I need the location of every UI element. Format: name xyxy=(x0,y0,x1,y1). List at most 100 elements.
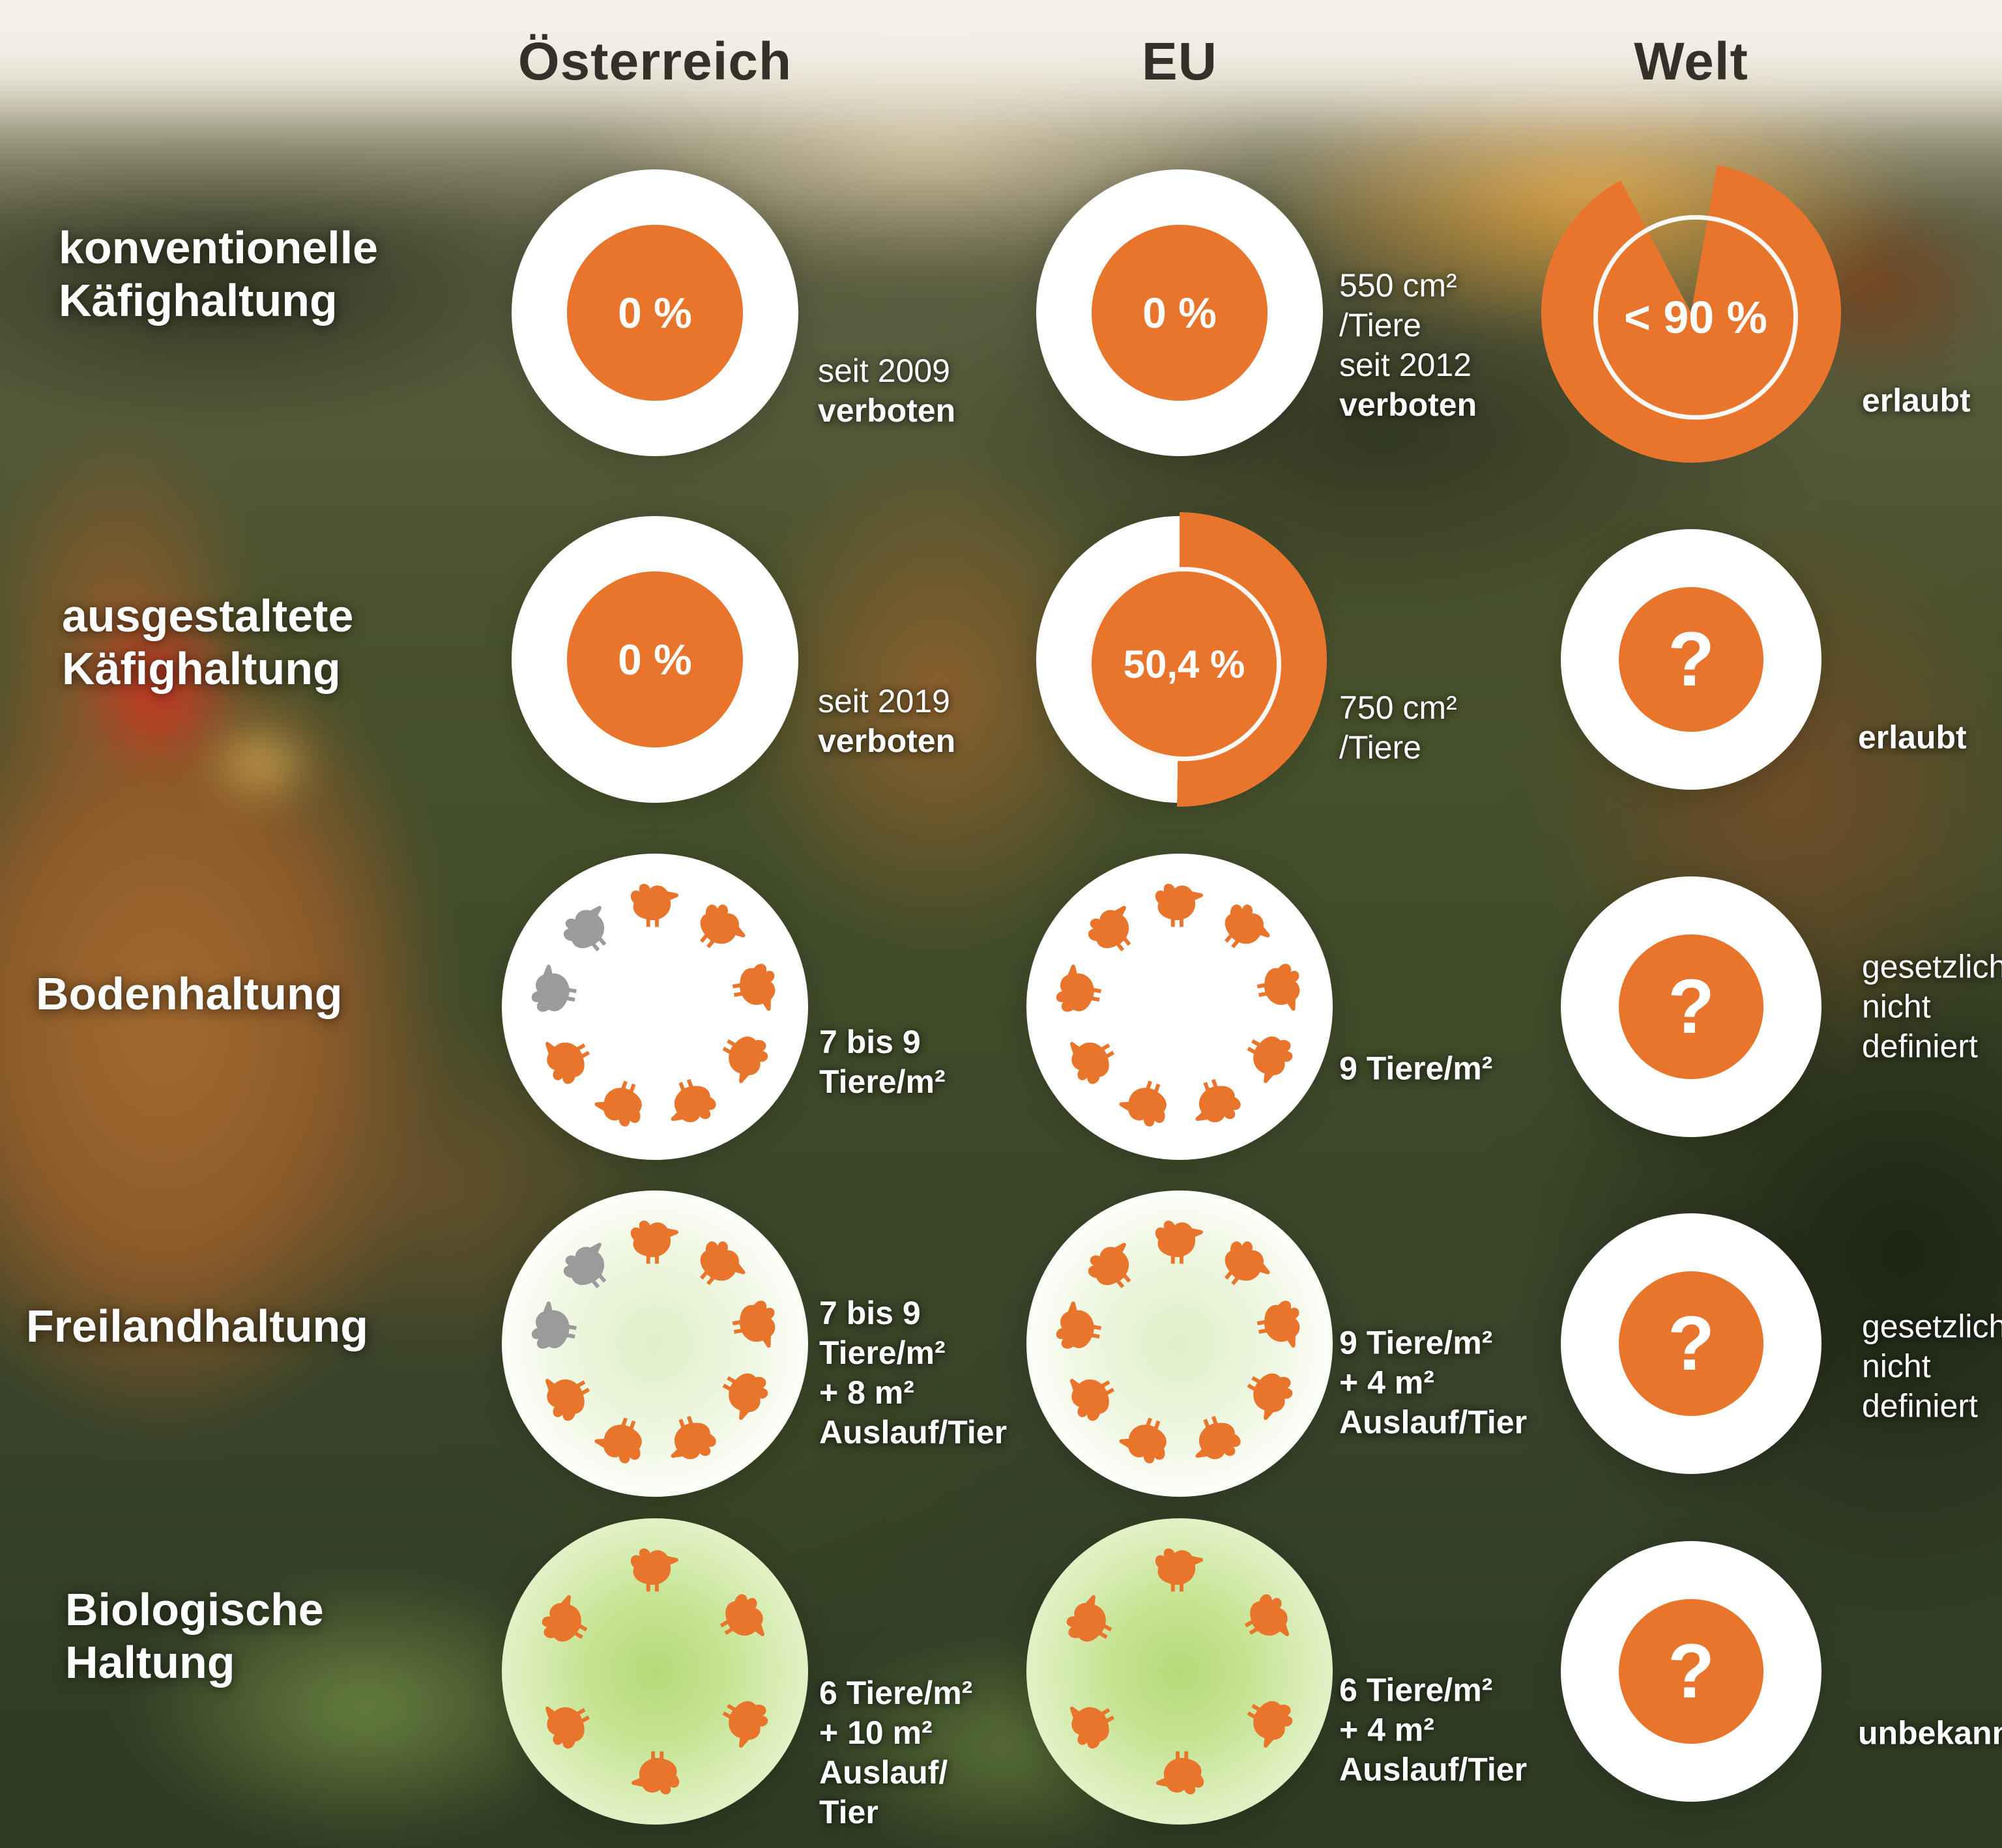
cell-caption: unbekannt xyxy=(1858,1714,2002,1754)
hen-icon xyxy=(527,1015,611,1098)
row-label-line: ausgestaltete xyxy=(62,590,354,641)
hen-icon xyxy=(527,1351,611,1435)
hen-icon xyxy=(699,1015,782,1098)
row-label-0: konventionelle Käfighaltung xyxy=(59,222,378,327)
caption-line: 550 cm² xyxy=(1339,267,1457,304)
chicken-ring-circle xyxy=(1026,1518,1333,1825)
hen-icon xyxy=(1107,1398,1185,1476)
row-label-line: Käfighaltung xyxy=(59,275,338,326)
cell-caption: erlaubt xyxy=(1862,381,1971,421)
caption-line: 9 Tiere/m² xyxy=(1339,1050,1493,1087)
caption-line: Tiere/m² xyxy=(819,1063,946,1100)
chicken-ring-circle xyxy=(1026,854,1333,1160)
column-header-oesterreich: Österreich xyxy=(517,32,792,91)
row-label-line: Freilandhaltung xyxy=(26,1301,368,1351)
caption-line: seit 2012 xyxy=(1339,347,1472,383)
percent-value: 50,4 % xyxy=(1123,642,1245,686)
chicken-ring-circle xyxy=(502,1518,808,1825)
hen-icon xyxy=(582,1061,660,1139)
caption-line: gesetzlich xyxy=(1862,948,2002,985)
caption-line: + 4 m² xyxy=(1339,1364,1434,1401)
caption-line: erlaubt xyxy=(1858,719,1967,756)
hen-icon xyxy=(1223,1351,1307,1435)
hen-icon xyxy=(1073,888,1159,974)
hen-icon xyxy=(1241,954,1313,1025)
pie-inner-ring: < 90 % xyxy=(1593,215,1798,420)
hen-icon xyxy=(1149,1740,1210,1801)
hen-icon xyxy=(1047,1291,1118,1362)
hen-icon xyxy=(548,888,634,974)
hen-icon xyxy=(1174,1398,1253,1476)
question-mark: ? xyxy=(1667,1301,1715,1387)
caption-line: definiert xyxy=(1862,1028,1978,1065)
hen-icon xyxy=(1107,1061,1185,1139)
percent-disc: 0 % xyxy=(567,225,743,401)
percent-value: 0 % xyxy=(618,289,692,337)
hen-icon xyxy=(527,1679,611,1763)
hen-icon xyxy=(717,1291,788,1362)
hen-icon xyxy=(675,1224,761,1310)
question-disc: ? xyxy=(1619,1271,1763,1416)
caption-line: verboten xyxy=(818,723,956,759)
row-label-4: Biologische Haltung xyxy=(65,1583,324,1689)
caption-line: Auslauf/Tier xyxy=(1339,1751,1528,1788)
chicken-ring-circle xyxy=(502,1191,808,1497)
question-mark: ? xyxy=(1667,616,1715,702)
chicken-ring-circle xyxy=(1026,1191,1333,1497)
hen-icon xyxy=(1052,1580,1135,1664)
hen-icon xyxy=(650,1061,728,1139)
percent-value: 0 % xyxy=(1142,289,1217,337)
hen-icon xyxy=(624,1542,686,1603)
caption-line: verboten xyxy=(818,392,956,429)
caption-line: definiert xyxy=(1862,1387,1978,1424)
hen-icon xyxy=(699,1351,782,1435)
hen-icon xyxy=(699,1679,782,1763)
caption-line: + 8 m² xyxy=(819,1374,914,1411)
caption-line: unbekannt xyxy=(1858,1714,2002,1752)
cell-caption: seit 2009 verboten xyxy=(818,351,955,431)
hen-icon xyxy=(1200,1224,1286,1310)
caption-line: 6 Tiere/m² xyxy=(819,1675,973,1711)
column-header-eu: EU xyxy=(1142,32,1217,91)
caption-line: + 10 m² xyxy=(819,1714,933,1751)
percent-disc: 50,4 % xyxy=(1087,567,1281,761)
hen-icon xyxy=(1241,1291,1313,1362)
hen-icon xyxy=(1047,954,1118,1025)
hen-icon xyxy=(1149,1542,1210,1603)
hen-icon xyxy=(1174,1061,1253,1139)
hen-icon xyxy=(1052,1679,1135,1763)
caption-line: 9 Tiere/m² xyxy=(1339,1324,1493,1361)
hen-icon xyxy=(1223,1580,1307,1664)
row-label-3: Freilandhaltung xyxy=(26,1300,368,1353)
caption-line: seit 2009 xyxy=(818,353,950,389)
hen-icon xyxy=(1149,877,1210,938)
hen-icon xyxy=(1223,1015,1307,1098)
hen-icon xyxy=(624,1740,686,1801)
row-label-2: Bodenhaltung xyxy=(36,968,342,1020)
hen-icon xyxy=(717,954,788,1025)
caption-line: /Tiere xyxy=(1339,729,1421,766)
hen-icon xyxy=(1223,1679,1307,1763)
caption-line: nicht xyxy=(1862,1348,1931,1385)
cell-caption: seit 2019 verboten xyxy=(818,682,955,761)
hen-icon xyxy=(699,1580,782,1664)
row-label-line: Haltung xyxy=(65,1637,235,1688)
percent-value: < 90 % xyxy=(1624,292,1767,343)
caption-line: Tier xyxy=(819,1794,878,1830)
hen-icon xyxy=(522,1291,593,1362)
question-mark: ? xyxy=(1667,1628,1715,1714)
hen-icon xyxy=(522,954,593,1025)
row-label-line: Bodenhaltung xyxy=(36,968,343,1019)
hen-icon xyxy=(1052,1351,1135,1435)
hen-icon xyxy=(1052,1015,1135,1098)
cell-caption: 6 Tiere/m² + 4 m² Auslauf/Tier xyxy=(1339,1671,1527,1790)
hen-icon xyxy=(675,888,761,974)
caption-line: gesetzlich xyxy=(1862,1308,2002,1345)
hen-icon xyxy=(527,1580,611,1664)
cell-caption: 9 Tiere/m² xyxy=(1339,1049,1492,1089)
caption-line: nicht xyxy=(1862,988,1931,1025)
caption-line: 750 cm² xyxy=(1339,689,1457,726)
caption-line: + 4 m² xyxy=(1339,1711,1434,1748)
hen-icon xyxy=(624,877,686,938)
